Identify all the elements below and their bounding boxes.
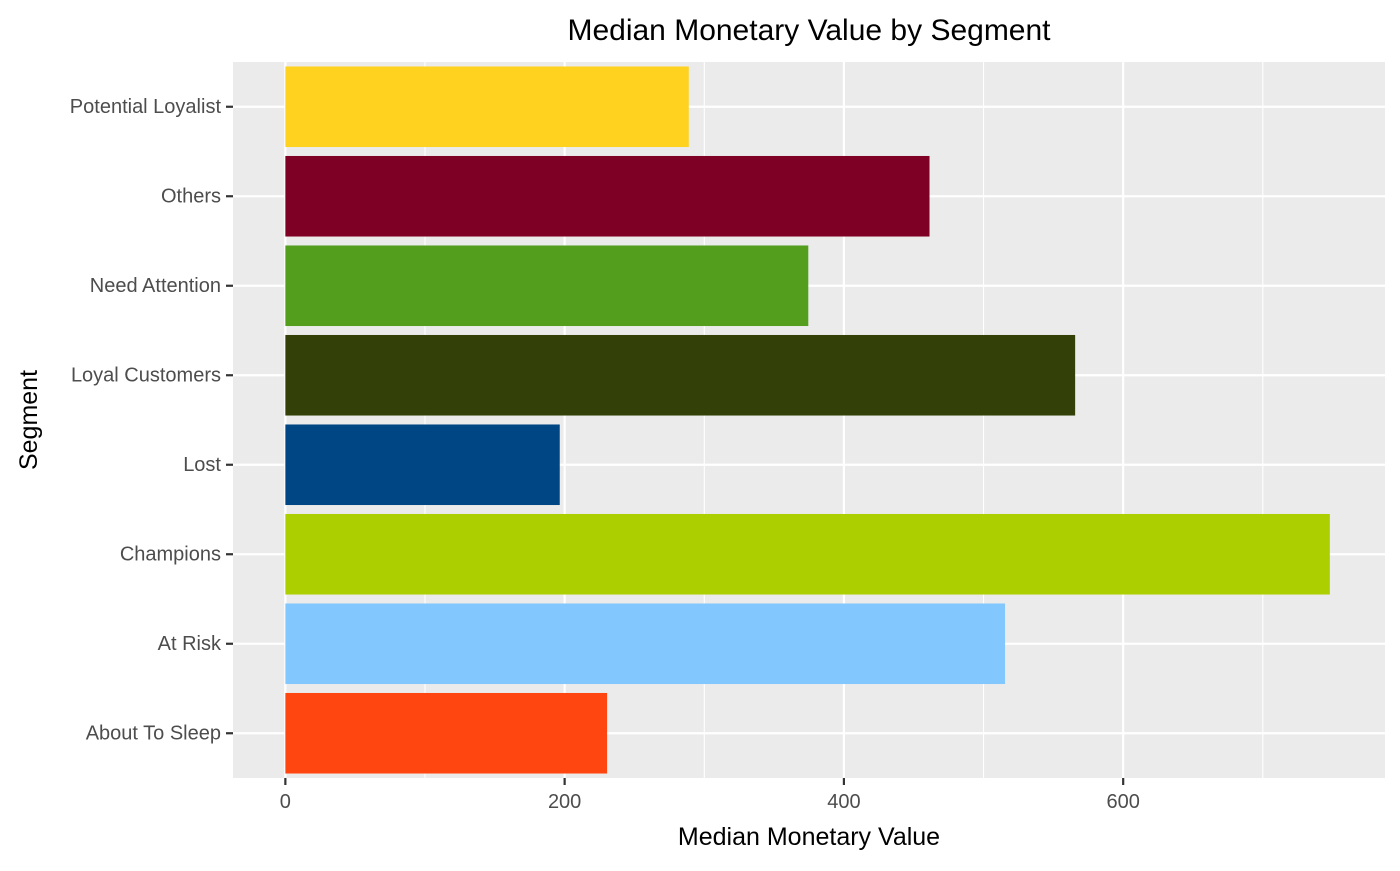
bar-about-to-sleep	[285, 692, 608, 774]
chart-title: Median Monetary Value by Segment	[567, 14, 1051, 47]
x-tick-label: 200	[548, 791, 581, 813]
bar-others	[285, 155, 930, 237]
x-tick-label: 400	[827, 791, 860, 813]
bar-lost	[285, 424, 560, 506]
y-tick-label: About To Sleep	[86, 722, 221, 744]
y-axis: About To Sleep At Risk Champions Lost Loyal …	[70, 96, 233, 744]
bar-potential-loyalist	[285, 66, 689, 148]
y-tick-label: Need Attention	[90, 275, 221, 297]
y-tick-label: Potential Loyalist	[70, 96, 222, 118]
bars	[285, 66, 1330, 774]
bar-at-risk	[285, 603, 1006, 685]
x-tick-label: 600	[1106, 791, 1139, 813]
x-axis-title: Median Monetary Value	[678, 823, 940, 851]
x-tick-label: 0	[280, 791, 291, 813]
y-axis-title: Segment	[15, 370, 43, 470]
bar-champions	[285, 513, 1330, 595]
y-tick-label: Lost	[183, 454, 221, 476]
y-tick-label: Champions	[120, 543, 221, 565]
bar-need-attention	[285, 245, 809, 327]
y-tick-label: Others	[161, 185, 221, 207]
y-tick-label: At Risk	[158, 633, 222, 655]
x-axis: 0 200 400 600	[280, 778, 1140, 813]
bar-loyal-customers	[285, 334, 1076, 416]
y-tick-label: Loyal Customers	[71, 364, 221, 386]
